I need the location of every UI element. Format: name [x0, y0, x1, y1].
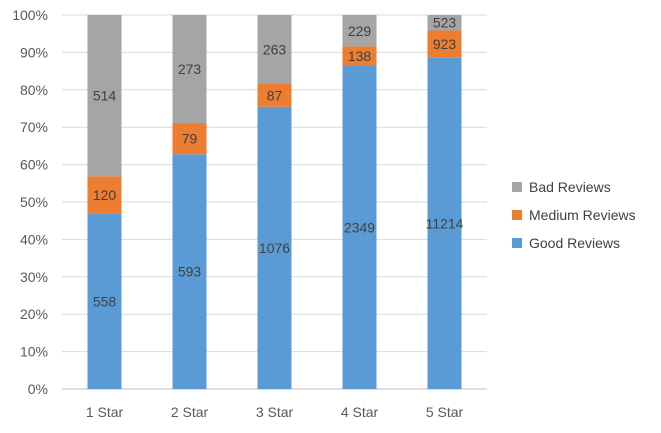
bar-segment-good-reviews	[427, 57, 462, 390]
data-label-bad-reviews: 523	[433, 15, 457, 31]
x-tick-label: 5 Star	[426, 404, 464, 420]
bar-segment-bad-reviews	[172, 15, 207, 124]
y-tick-label: 30%	[20, 269, 48, 285]
bar-segment-bad-reviews	[257, 15, 292, 84]
data-label-good-reviews: 558	[93, 293, 117, 309]
data-label-good-reviews: 2349	[344, 219, 375, 235]
x-tick-label: 4 Star	[341, 404, 379, 420]
x-tick-label: 1 Star	[86, 404, 124, 420]
data-label-medium-reviews: 120	[93, 187, 117, 203]
data-label-medium-reviews: 138	[348, 48, 372, 64]
legend-swatch	[512, 182, 522, 192]
x-tick-label: 2 Star	[171, 404, 209, 420]
legend-label: Good Reviews	[529, 235, 620, 251]
bar-segment-medium-reviews	[87, 176, 122, 214]
y-tick-label: 80%	[20, 82, 48, 98]
legend-item-bad-reviews: Bad Reviews	[512, 179, 611, 195]
y-tick-label: 70%	[20, 119, 48, 135]
data-label-medium-reviews: 79	[182, 131, 198, 147]
y-tick-label: 90%	[20, 44, 48, 60]
data-label-medium-reviews: 87	[267, 87, 283, 103]
y-tick-label: 100%	[12, 7, 48, 23]
data-label-bad-reviews: 514	[93, 88, 117, 104]
x-tick-label: 3 Star	[256, 404, 294, 420]
legend-item-good-reviews: Good Reviews	[512, 235, 620, 251]
bar-segment-medium-reviews	[427, 30, 462, 58]
legend-label: Bad Reviews	[529, 179, 611, 195]
y-tick-label: 50%	[20, 194, 48, 210]
x-axis-ticks: 1 Star 2 Star 3 Star 4 Star 5 Star	[86, 404, 464, 420]
bar-segment-medium-reviews	[257, 83, 292, 107]
data-label-medium-reviews: 923	[433, 36, 457, 52]
data-label-bad-reviews: 273	[178, 61, 202, 77]
bar-segment-good-reviews	[87, 213, 122, 389]
bar-segment-good-reviews	[257, 106, 292, 390]
bar-segment-good-reviews	[172, 154, 207, 389]
y-tick-label: 10%	[20, 344, 48, 360]
legend-swatch	[512, 210, 522, 220]
bars: 558 120 514 593 79 273 1076 87 263 2349 138 229 1121…	[87, 15, 464, 390]
data-label-good-reviews: 1076	[259, 240, 290, 256]
bar-segment-medium-reviews	[342, 46, 377, 66]
y-tick-label: 20%	[20, 306, 48, 322]
bar-segment-bad-reviews	[87, 15, 122, 177]
data-label-good-reviews: 11214	[426, 215, 464, 231]
legend-swatch	[512, 238, 522, 248]
bar-segment-bad-reviews	[427, 15, 462, 31]
y-tick-label: 0%	[28, 381, 48, 397]
y-tick-label: 40%	[20, 231, 48, 247]
data-label-good-reviews: 593	[178, 264, 202, 280]
data-label-bad-reviews: 263	[263, 41, 287, 57]
legend-label: Medium Reviews	[529, 207, 636, 223]
legend: Bad Reviews Medium Reviews Good Reviews	[512, 179, 636, 251]
bar-segment-good-reviews	[342, 65, 377, 390]
y-axis-ticks: 0% 10% 20% 30% 40% 50% 60% 70% 80% 90% 100%	[12, 7, 48, 397]
y-tick-label: 60%	[20, 157, 48, 173]
bar-segment-medium-reviews	[172, 123, 207, 155]
bar-segment-bad-reviews	[342, 15, 377, 47]
data-label-bad-reviews: 229	[348, 23, 372, 39]
legend-item-medium-reviews: Medium Reviews	[512, 207, 636, 223]
